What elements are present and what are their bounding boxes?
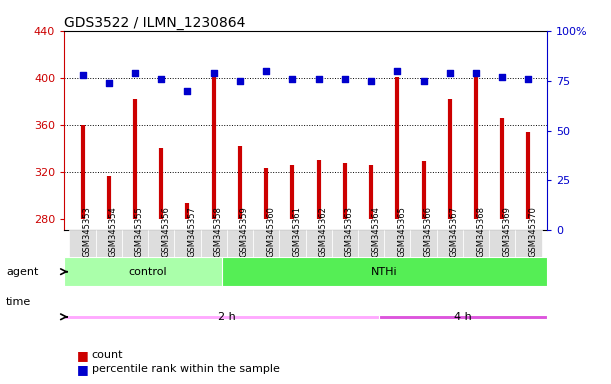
Bar xyxy=(253,230,279,257)
Bar xyxy=(227,230,253,257)
Text: GSM345368: GSM345368 xyxy=(476,206,485,257)
Bar xyxy=(411,230,437,257)
Text: GSM345354: GSM345354 xyxy=(109,206,118,257)
Text: GSM345362: GSM345362 xyxy=(318,206,327,257)
Bar xyxy=(332,230,358,257)
Point xyxy=(104,79,114,86)
Bar xyxy=(437,230,463,257)
Text: GSM345364: GSM345364 xyxy=(371,206,380,257)
Bar xyxy=(64,315,389,319)
Bar xyxy=(122,230,148,257)
Bar xyxy=(174,230,200,257)
Text: GSM345370: GSM345370 xyxy=(529,206,538,257)
Point xyxy=(366,78,376,84)
Point xyxy=(419,78,428,84)
Text: agent: agent xyxy=(6,266,38,277)
Text: GSM345353: GSM345353 xyxy=(82,206,92,257)
Text: GSM345355: GSM345355 xyxy=(135,206,144,257)
Text: GSM345369: GSM345369 xyxy=(502,206,511,257)
Point xyxy=(156,76,166,82)
Point xyxy=(209,70,219,76)
Bar xyxy=(70,230,96,257)
Bar xyxy=(64,257,232,286)
Bar xyxy=(279,230,306,257)
Point xyxy=(497,74,507,80)
Point xyxy=(313,76,323,82)
Text: NTHi: NTHi xyxy=(371,266,398,277)
Text: GSM345356: GSM345356 xyxy=(161,206,170,257)
Point xyxy=(78,71,87,78)
Text: ■: ■ xyxy=(76,349,88,362)
Text: 2 h: 2 h xyxy=(218,312,236,322)
Text: GSM345367: GSM345367 xyxy=(450,206,459,257)
Text: GSM345357: GSM345357 xyxy=(188,206,197,257)
Point xyxy=(288,76,298,82)
Text: GDS3522 / ILMN_1230864: GDS3522 / ILMN_1230864 xyxy=(64,16,246,30)
Text: GSM345366: GSM345366 xyxy=(423,206,433,257)
Text: GSM345361: GSM345361 xyxy=(293,206,301,257)
Bar xyxy=(379,315,547,319)
Bar xyxy=(306,230,332,257)
Bar xyxy=(384,230,411,257)
Text: GSM345365: GSM345365 xyxy=(397,206,406,257)
Point xyxy=(340,76,349,82)
Bar xyxy=(222,257,547,286)
Bar xyxy=(358,230,384,257)
Text: percentile rank within the sample: percentile rank within the sample xyxy=(92,364,279,374)
Point xyxy=(130,70,140,76)
Point xyxy=(235,78,245,84)
Bar xyxy=(96,230,122,257)
Text: time: time xyxy=(6,297,31,308)
Bar xyxy=(463,230,489,257)
Point xyxy=(445,70,455,76)
Bar xyxy=(148,230,174,257)
Text: GSM345363: GSM345363 xyxy=(345,206,354,257)
Text: 4 h: 4 h xyxy=(454,312,472,322)
Bar xyxy=(489,230,515,257)
Point xyxy=(262,68,271,74)
Text: GSM345358: GSM345358 xyxy=(214,206,222,257)
Point xyxy=(524,76,533,82)
Text: count: count xyxy=(92,350,123,360)
Point xyxy=(392,68,402,74)
Point xyxy=(471,70,481,76)
Text: GSM345360: GSM345360 xyxy=(266,206,275,257)
Bar xyxy=(515,230,541,257)
Text: GSM345359: GSM345359 xyxy=(240,206,249,257)
Point xyxy=(183,88,192,94)
Text: ■: ■ xyxy=(76,363,88,376)
Bar xyxy=(200,230,227,257)
Text: control: control xyxy=(129,266,167,277)
